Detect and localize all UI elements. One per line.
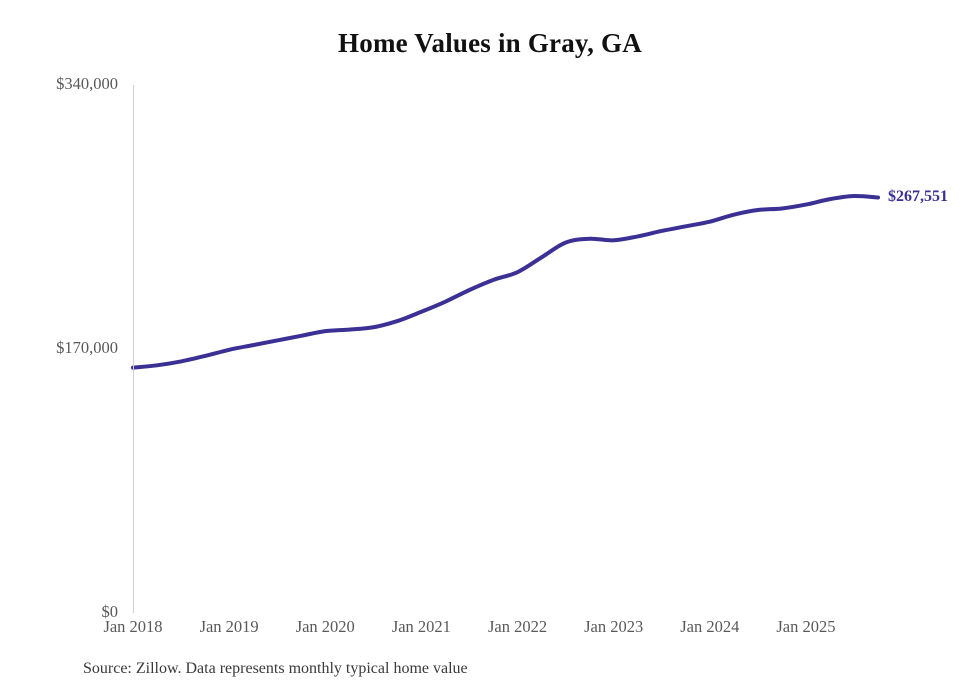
x-axis-tick-label: Jan 2024 (680, 617, 740, 636)
y-axis-tick-label: $340,000 (56, 74, 118, 93)
line-series-path (131, 194, 880, 370)
x-axis-tick-label: Jan 2020 (295, 617, 355, 636)
gridline-vertical (133, 85, 134, 613)
source-note: Source: Zillow. Data represents monthly … (83, 660, 468, 677)
y-axis-tick-label: $170,000 (56, 338, 118, 357)
end-value-annotation: $267,551 (888, 187, 948, 205)
x-axis-tick-label: Jan 2025 (776, 617, 836, 636)
line-series-svg (131, 194, 880, 370)
x-axis-tick-labels: Jan 2018 Jan 2019 Jan 2020 Jan 2021 Jan 2022… (0, 617, 980, 647)
plot-area (131, 85, 880, 613)
page-title: Home Values in Gray, GA (338, 28, 642, 58)
x-axis-tick-label: Jan 2018 (103, 617, 163, 636)
y-axis-tick-labels: $0 $170,000 $340,000 (0, 0, 118, 699)
x-axis-tick-label: Jan 2022 (487, 617, 548, 636)
x-axis-tick-label: Jan 2021 (391, 617, 451, 636)
x-axis-tick-label: Jan 2023 (584, 617, 644, 636)
x-axis-tick-label: Jan 2019 (199, 617, 259, 636)
y-axis-tick-label: $0 (101, 602, 119, 621)
